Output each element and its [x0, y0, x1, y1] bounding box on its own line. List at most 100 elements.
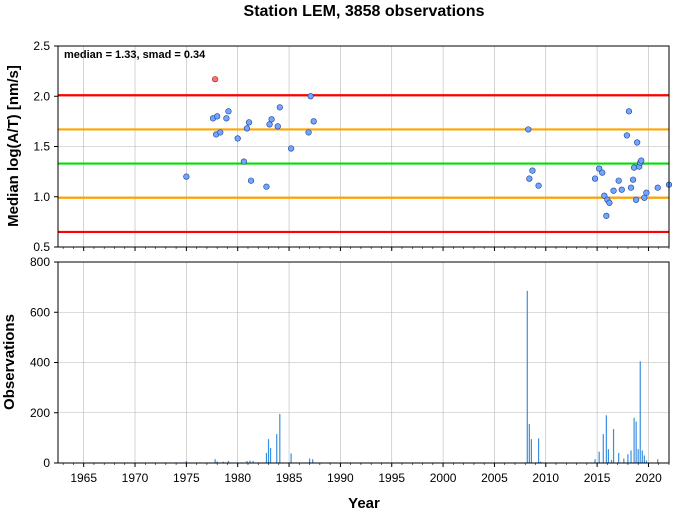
median-y-tick-label: 2.5 [33, 39, 50, 53]
observations-bar [643, 455, 645, 463]
median-data-point [654, 184, 661, 191]
x-tick-label: 2000 [430, 471, 457, 485]
x-tick-label: 2005 [481, 471, 508, 485]
observations-bar [246, 460, 248, 463]
median-data-point [625, 108, 633, 115]
median-y-tick-label: 1.0 [33, 190, 50, 204]
observations-bar [537, 438, 540, 463]
observations-bar [276, 434, 278, 463]
observations-bar [540, 461, 542, 463]
median-data-point [623, 132, 630, 139]
observations-bar [657, 459, 659, 463]
x-tick-label: 2010 [532, 471, 559, 485]
observations-bar [635, 421, 637, 463]
median-data-point [643, 189, 650, 196]
observations-y-tick-label: 800 [30, 255, 50, 269]
median-data-point [234, 135, 241, 142]
x-tick-label: 1980 [224, 471, 251, 485]
observations-bar [623, 458, 625, 463]
observations-bar [227, 460, 230, 463]
observations-bar [633, 417, 635, 463]
x-tick-label: 2015 [584, 471, 611, 485]
x-axis-label: Year [348, 495, 380, 511]
observations-bar [308, 458, 311, 463]
median-data-point [634, 139, 641, 146]
median-data-point [240, 158, 247, 165]
median-data-point [629, 176, 637, 183]
observations-bar [627, 454, 629, 463]
median-data-point [223, 115, 230, 122]
median-y-tick-label: 2.0 [33, 89, 50, 103]
median-outlier-point [212, 76, 219, 83]
median-data-point [305, 129, 312, 136]
x-tick-label: 1990 [327, 471, 354, 485]
observations-bar [267, 439, 270, 463]
median-data-point [596, 165, 603, 172]
observations-bar [605, 415, 607, 463]
observations-panel-frame [57, 261, 670, 464]
observations-bar [252, 460, 254, 463]
median-data-point [307, 93, 314, 100]
median-data-point [276, 104, 283, 111]
observations-bar [645, 460, 648, 463]
x-tick-label: 1995 [378, 471, 405, 485]
median-data-point [638, 157, 645, 164]
observations-y-tick-label: 400 [30, 356, 50, 370]
median-data-point [627, 184, 635, 191]
observations-bar [607, 449, 610, 463]
observations-bar [639, 361, 641, 463]
median-data-point [633, 196, 640, 203]
observations-bar [290, 453, 292, 463]
median-data-point [247, 177, 255, 184]
observations-bar [612, 429, 615, 463]
observations-bar [312, 459, 314, 463]
observations-bar [530, 439, 532, 463]
observations-bar [216, 461, 218, 463]
median-data-point [591, 175, 599, 182]
x-tick-label: 1965 [70, 471, 97, 485]
x-tick-label: 2020 [635, 471, 662, 485]
median-data-point [599, 169, 606, 176]
chart-title: Station LEM, 3858 observations [244, 3, 485, 20]
observations-bar [526, 290, 528, 463]
observations-bar [610, 459, 613, 463]
median-panel-frame [57, 45, 670, 248]
median-data-point [274, 123, 281, 130]
median-data-point [243, 125, 251, 132]
observations-bar [618, 452, 620, 463]
observations-bar [641, 450, 643, 463]
median-data-point [217, 129, 224, 136]
observations-bar [279, 414, 281, 463]
median-data-point [214, 113, 221, 120]
observations-bar [602, 434, 604, 463]
observations-bar [214, 459, 216, 463]
observations-y-axis-label: Observations [1, 314, 18, 410]
observations-bar [222, 461, 224, 463]
observations-y-tick-label: 600 [30, 305, 50, 319]
median-data-point [618, 186, 625, 193]
observations-bar [594, 459, 596, 463]
observations-bar [598, 451, 600, 463]
median-data-point [183, 173, 190, 180]
x-tick-label: 1985 [276, 471, 303, 485]
x-tick-label: 1970 [122, 471, 149, 485]
observations-bar [637, 449, 639, 463]
observations-y-tick-label: 0 [43, 456, 50, 470]
median-data-point [526, 175, 533, 182]
median-data-point [288, 145, 295, 152]
median-annotation: median = 1.33, smad = 0.34 [64, 49, 206, 61]
median-data-point [630, 164, 638, 171]
median-data-point [603, 212, 610, 219]
median-data-point [263, 183, 270, 190]
observations-bar [528, 424, 530, 463]
median-data-point [529, 167, 536, 174]
median-y-tick-label: 0.5 [33, 240, 50, 254]
observations-y-tick-label: 200 [30, 406, 50, 420]
median-data-point [615, 177, 622, 184]
observations-bar [249, 460, 251, 463]
observations-panel: Observations Year 1965 1970 1975 1980 1985 19… [1, 255, 670, 511]
median-data-point [310, 118, 317, 125]
median-data-point [268, 116, 275, 123]
median-data-point [601, 192, 608, 199]
